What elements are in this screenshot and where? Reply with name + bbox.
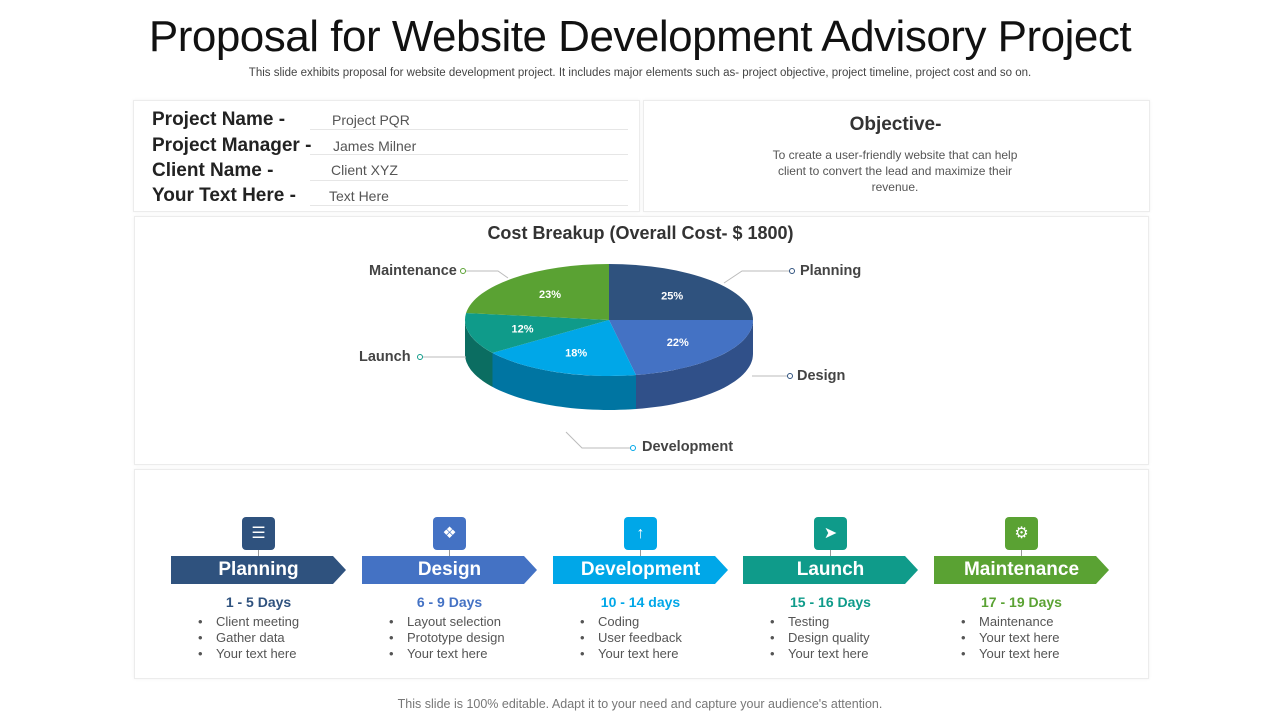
pie-slice-planning bbox=[609, 264, 753, 320]
pie-label-maintenance: Maintenance bbox=[369, 263, 457, 279]
pie-slice-launch bbox=[464, 313, 609, 353]
stage-connector bbox=[258, 550, 259, 558]
pie-label-design: Design bbox=[797, 368, 846, 384]
list-item: Your text here bbox=[580, 646, 682, 662]
leader-line bbox=[723, 270, 792, 284]
project-name-value: Project PQR bbox=[332, 112, 410, 128]
custom-text-value: Text Here bbox=[329, 188, 389, 204]
stage-connector bbox=[449, 550, 450, 558]
page-subtitle: This slide exhibits proposal for website… bbox=[248, 67, 1032, 79]
stage-development-duration: 10 - 14 days bbox=[600, 594, 681, 610]
project-manager-value: James Milner bbox=[333, 138, 417, 154]
list-item: Your text here bbox=[770, 646, 870, 662]
list-item: Prototype design bbox=[389, 630, 505, 646]
project-name-label: Project Name - bbox=[152, 109, 286, 130]
stage-development-tasks: Coding User feedback Your text here bbox=[580, 614, 682, 662]
pie-label-planning: Planning bbox=[800, 263, 862, 279]
list-item: Maintenance bbox=[961, 614, 1059, 630]
stage-design-banner: Design bbox=[362, 556, 537, 584]
pie-value-label: 18% bbox=[565, 347, 587, 359]
pie-label-launch: Launch bbox=[359, 349, 411, 365]
project-manager-label: Project Manager - bbox=[152, 135, 312, 156]
gear-icon: ⚙ bbox=[1005, 517, 1038, 550]
chart-title: Cost Breakup (Overall Cost- $ 1800) bbox=[487, 223, 794, 243]
divider bbox=[310, 180, 628, 181]
stage-launch-tasks: Testing Design quality Your text here bbox=[770, 614, 870, 662]
pie-value-label: 22% bbox=[667, 337, 689, 349]
divider bbox=[310, 205, 628, 206]
list-item: Testing bbox=[770, 614, 870, 630]
pie-value-label: 23% bbox=[539, 289, 561, 301]
stage-connector bbox=[640, 550, 641, 558]
project-info-card bbox=[133, 100, 640, 212]
footer-note: This slide is 100% editable. Adapt it to… bbox=[397, 697, 883, 711]
stage-development-banner: Development bbox=[553, 556, 728, 584]
list-item: Gather data bbox=[198, 630, 299, 646]
pie-side-development bbox=[492, 352, 636, 410]
cost-pie-chart: 25% 22% 18% 12% 23% bbox=[417, 264, 795, 451]
leader-marker bbox=[787, 373, 793, 379]
stage-maintenance-duration: 17 - 19 Days bbox=[981, 594, 1062, 610]
leader-marker bbox=[789, 268, 795, 274]
objective-title: Objective- bbox=[849, 114, 942, 135]
stage-planning-duration: 1 - 5 Days bbox=[225, 594, 292, 610]
leader-line bbox=[463, 270, 509, 279]
objective-text: To create a user-friendly website that c… bbox=[772, 148, 1018, 194]
stage-design-duration: 6 - 9 Days bbox=[416, 594, 483, 610]
list-item: Your text here bbox=[198, 646, 299, 662]
stage-planning-banner: Planning bbox=[171, 556, 346, 584]
pie-label-development: Development bbox=[642, 439, 734, 455]
stage-maintenance-banner: Maintenance bbox=[934, 556, 1109, 584]
pie-slice-development bbox=[492, 320, 636, 376]
list-item: Your text here bbox=[961, 630, 1059, 646]
list-item: Your text here bbox=[961, 646, 1059, 662]
list-item: User feedback bbox=[580, 630, 682, 646]
pie-slice-design bbox=[609, 320, 753, 375]
stage-design-tasks: Layout selection Prototype design Your t… bbox=[389, 614, 505, 662]
network-icon: ❖ bbox=[433, 517, 466, 550]
list-item: Client meeting bbox=[198, 614, 299, 630]
stage-maintenance-tasks: Maintenance Your text here Your text her… bbox=[961, 614, 1059, 662]
clipboard-icon: ☰ bbox=[242, 517, 275, 550]
pie-side-launch bbox=[465, 320, 493, 387]
objective-card bbox=[643, 100, 1150, 212]
divider bbox=[310, 129, 628, 130]
growth-chart-icon: ↑ bbox=[624, 517, 657, 550]
pie-value-label: 25% bbox=[661, 290, 683, 302]
list-item: Your text here bbox=[389, 646, 505, 662]
list-item: Coding bbox=[580, 614, 682, 630]
leader-marker bbox=[630, 445, 636, 451]
divider bbox=[310, 154, 628, 155]
pie-side-design bbox=[636, 320, 753, 409]
leader-marker bbox=[417, 354, 423, 360]
leader-line bbox=[565, 431, 633, 449]
rocket-icon: ➤ bbox=[814, 517, 847, 550]
stage-planning-tasks: Client meeting Gather data Your text her… bbox=[198, 614, 299, 662]
stage-connector bbox=[1021, 550, 1022, 558]
custom-text-label: Your Text Here - bbox=[152, 185, 296, 206]
stage-launch-banner: Launch bbox=[743, 556, 918, 584]
stage-launch-duration: 15 - 16 Days bbox=[790, 594, 871, 610]
leader-marker bbox=[460, 268, 466, 274]
list-item: Layout selection bbox=[389, 614, 505, 630]
pie-slice-maintenance bbox=[466, 264, 609, 320]
pie-value-label: 12% bbox=[511, 324, 533, 336]
stage-connector bbox=[830, 550, 831, 558]
client-name-label: Client Name - bbox=[152, 160, 274, 181]
page-title: Proposal for Website Development Advisor… bbox=[148, 12, 1132, 61]
client-name-value: Client XYZ bbox=[331, 162, 398, 178]
list-item: Design quality bbox=[770, 630, 870, 646]
